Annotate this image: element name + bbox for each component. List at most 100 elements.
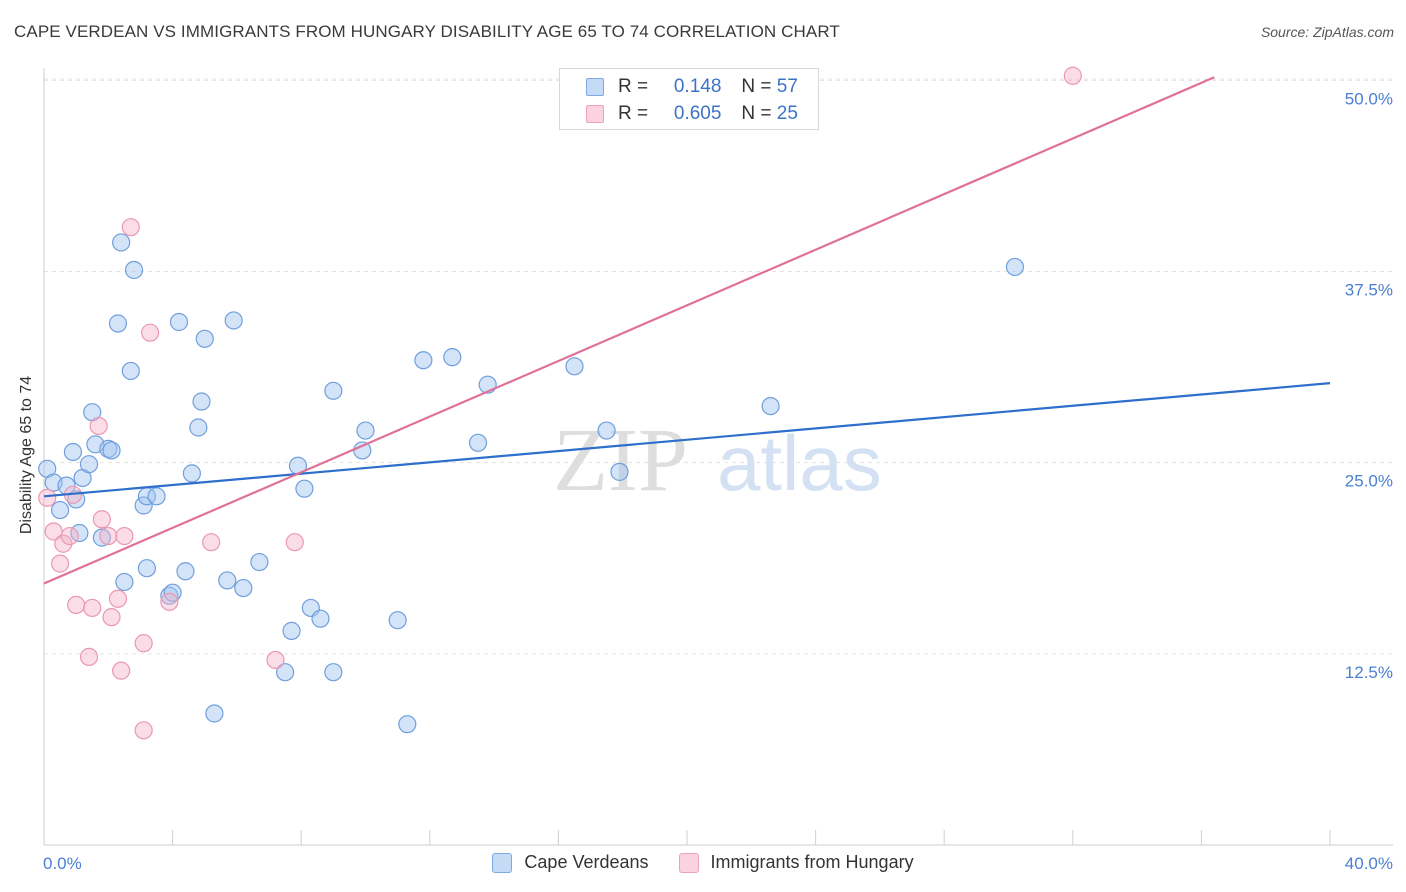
data-point [192,392,211,411]
legend-n-value: 57 [776,76,798,97]
x-tick-label-max: 40.0% [1345,854,1393,873]
data-point [324,663,343,682]
series-immigrants-from-hungary [38,66,1082,740]
legend-label: Cape Verdeans [524,852,649,872]
series-cape-verdeans [38,233,1025,734]
data-point [115,572,134,592]
legend-r-label: R = [618,103,649,124]
data-point [112,233,131,252]
data-point [112,661,131,680]
series-legend: Cape Verdeans Immigrants from Hungary [0,852,1406,873]
data-point [295,479,314,498]
data-point [134,721,153,740]
legend-r-value: 0.148 [673,76,722,97]
data-point [147,487,166,506]
data-point [1063,66,1082,85]
data-point [79,647,99,666]
trend-line-immigrants-from-hungary [43,76,1215,585]
legend-swatch-pink [586,105,604,123]
data-point [565,357,584,376]
legend-n-label: N = [741,76,772,97]
legend-n-value: 25 [776,103,798,124]
data-point [89,416,108,436]
data-point [108,589,128,608]
data-point [205,704,224,723]
data-point [282,621,301,640]
grid-lines [44,78,1393,655]
data-point [234,578,253,598]
watermark-atlas: atlas [717,419,882,507]
trend-line-cape-verdeans [43,382,1331,498]
legend-swatch-blue [586,78,604,96]
legend-swatch-pink [678,852,699,873]
data-point [115,526,134,546]
data-point [610,462,629,481]
y-tick-labels: 12.5% 25.0% 37.5% 50.0% [1345,89,1393,681]
data-point [134,634,153,653]
legend-r-label: R = [618,76,649,97]
data-point [388,611,407,630]
data-point [182,464,201,483]
data-point [50,554,70,573]
data-point [38,488,57,507]
legend-r-value: 0.605 [673,103,722,124]
data-point [311,609,330,628]
data-point [176,562,195,581]
data-point [189,418,208,437]
data-point [324,381,343,400]
data-point [224,311,243,330]
data-point [50,500,70,520]
data-point [124,260,144,280]
data-point [169,312,189,332]
data-point [285,533,304,552]
data-point [121,218,140,237]
data-point [160,592,179,611]
data-point [202,533,221,552]
legend-swatch-blue [492,852,513,873]
y-tick-label: 25.0% [1345,472,1393,491]
data-point [218,571,237,590]
chart-title: CAPE VERDEAN VS IMMIGRANTS FROM HUNGARY … [14,22,840,41]
data-point [99,526,118,546]
axes [43,68,1393,846]
data-point [60,526,79,546]
data-point [398,715,417,734]
y-tick-label: 50.0% [1345,89,1393,108]
data-point [1005,257,1025,277]
data-point [140,323,160,342]
data-point [92,510,111,529]
data-point [67,595,86,615]
data-point [83,598,102,618]
data-point [79,455,99,474]
data-point [353,441,372,460]
x-tick-marks [43,830,1331,845]
data-point [414,351,433,370]
stats-legend: R = 0.148 N = 57 R = 0.605 N = 25 [559,68,819,130]
data-point [108,314,128,333]
watermark-zip: ZIP [553,411,688,510]
data-point [597,421,616,440]
x-tick-label-min: 0.0% [43,854,82,873]
data-point [160,586,179,605]
y-tick-label: 37.5% [1345,281,1393,300]
data-point [468,433,488,452]
data-point [121,361,140,381]
data-point [102,608,121,627]
data-point [102,441,121,460]
data-point [195,329,214,348]
legend-n-label: N = [741,103,772,124]
data-point [92,528,111,547]
legend-row-immigrants-from-hungary: R = 0.605 N = 25 [586,102,798,126]
legend-item-cape-verdeans: Cape Verdeans [492,852,649,873]
data-point [137,559,156,578]
legend-item-immigrants-from-hungary: Immigrants from Hungary [678,852,914,873]
data-point [443,348,462,367]
legend-label: Immigrants from Hungary [710,852,914,872]
data-point [250,552,269,572]
data-point [63,442,83,462]
data-point [761,396,780,416]
data-point [266,650,285,670]
data-point [356,421,375,440]
source-label: Source: ZipAtlas.com [1260,24,1394,40]
